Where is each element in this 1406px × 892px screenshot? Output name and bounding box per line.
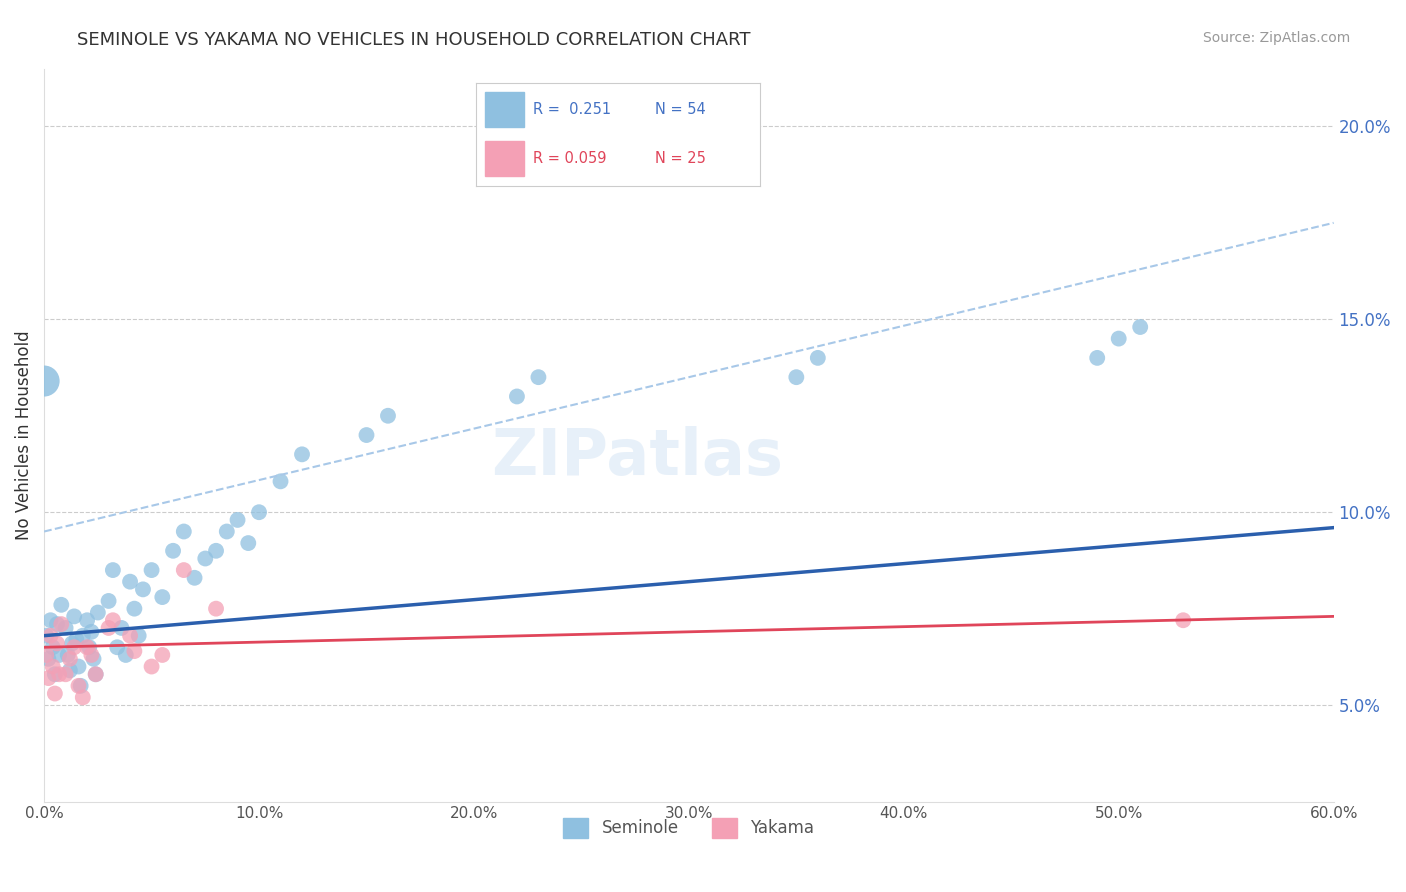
Point [48,648,70,662]
Point [51,598,73,612]
Point [215,524,238,539]
Point [84,667,107,681]
Point [141,659,163,673]
Point [238,536,260,550]
Point [32,374,55,388]
Point [356,428,378,442]
Point [67,679,90,693]
Point [77,640,100,655]
Point [84,667,107,681]
Point [226,513,249,527]
Point [110,621,132,635]
Point [69,679,91,693]
Point [44,687,66,701]
Point [97,594,120,608]
Point [37,652,59,666]
Point [97,621,120,635]
Point [59,652,82,666]
Point [55,667,77,681]
Point [46,636,69,650]
Point [51,617,73,632]
Point [173,524,195,539]
Point [63,640,86,655]
Point [101,613,124,627]
Y-axis label: No Vehicles in Household: No Vehicles in Household [15,330,32,540]
Legend: Seminole, Yakama: Seminole, Yakama [557,811,821,845]
Point [150,648,173,662]
Point [67,659,90,673]
Point [205,543,228,558]
Point [1173,613,1195,627]
Point [124,644,146,658]
Point [101,563,124,577]
Point [37,671,59,685]
Point [785,370,807,384]
Point [83,652,105,666]
Point [65,632,87,647]
Point [35,648,58,662]
Point [173,563,195,577]
Point [205,601,228,615]
Text: ZIPatlas: ZIPatlas [491,426,783,488]
Point [39,629,62,643]
Point [44,667,66,681]
Point [72,629,94,643]
Point [63,609,86,624]
Point [41,640,63,655]
Point [60,636,83,650]
Point [128,629,150,643]
Point [120,574,142,589]
Text: Source: ZipAtlas.com: Source: ZipAtlas.com [1202,31,1350,45]
Point [46,617,69,632]
Point [76,640,98,655]
Point [80,648,103,662]
Point [120,629,142,643]
Point [132,582,155,597]
Point [291,447,314,461]
Point [141,563,163,577]
Point [150,590,173,604]
Text: SEMINOLE VS YAKAMA NO VEHICLES IN HOUSEHOLD CORRELATION CHART: SEMINOLE VS YAKAMA NO VEHICLES IN HOUSEH… [77,31,751,49]
Point [59,664,82,678]
Point [162,543,184,558]
Point [1108,332,1130,346]
Point [124,601,146,615]
Point [48,667,70,681]
Point [270,475,292,489]
Point [87,606,110,620]
Point [194,551,217,566]
Point [56,648,79,662]
Point [377,409,399,423]
Point [76,613,98,627]
Point [80,624,103,639]
Point [39,613,62,627]
Point [72,690,94,705]
Point [105,640,128,655]
Point [247,505,270,519]
Point [183,571,205,585]
Point [807,351,830,365]
Point [35,629,58,643]
Point [41,659,63,673]
Point [506,389,529,403]
Point [55,621,77,635]
Point [527,370,550,384]
Point [114,648,136,662]
Point [1085,351,1108,365]
Point [1129,320,1152,334]
